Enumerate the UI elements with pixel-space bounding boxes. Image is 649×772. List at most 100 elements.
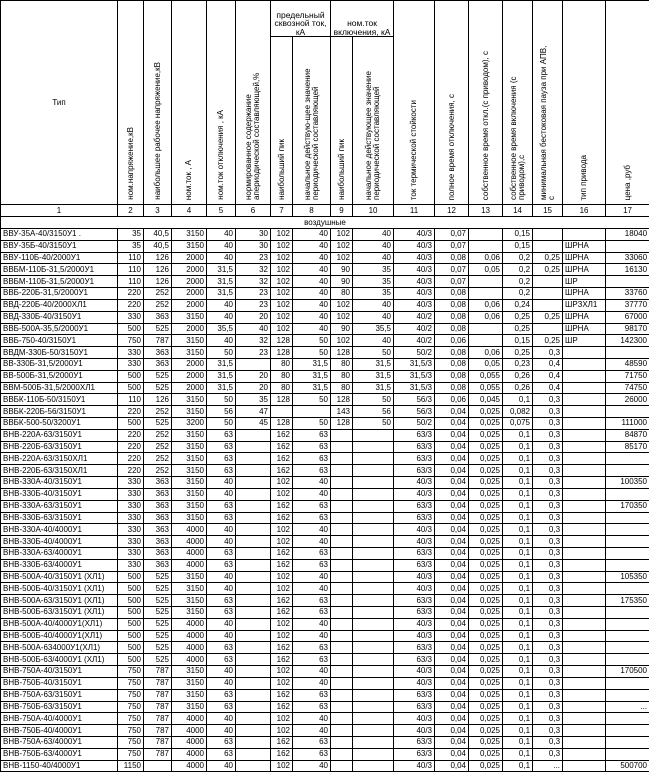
cell: 63 [207, 595, 236, 607]
column-number: 17 [606, 205, 649, 217]
cell: 143 [331, 406, 353, 418]
cell: 80 [271, 370, 293, 382]
cell: 63 [293, 607, 331, 619]
cell: 63/3 [394, 500, 435, 512]
cell: 45 [236, 418, 271, 430]
column-header: начальное действующее значение периодиче… [353, 37, 394, 205]
cell: 40/3 [394, 524, 435, 536]
cell [331, 583, 353, 595]
cell: 0,3 [533, 429, 563, 441]
cell: 0,26 [503, 370, 533, 382]
cell: 40/3 [394, 571, 435, 583]
cell [533, 288, 563, 300]
cell: 0,1 [503, 666, 533, 678]
cell: 50 [353, 418, 394, 430]
cell: 63 [207, 441, 236, 453]
cell [563, 571, 606, 583]
cell: 20 [236, 382, 271, 394]
cell: 0,07 [435, 264, 469, 276]
cell: 0,08 [435, 358, 469, 370]
cell: 0,1 [503, 547, 533, 559]
cell: 63 [207, 654, 236, 666]
cell [563, 441, 606, 453]
cell [236, 725, 271, 737]
cell [563, 465, 606, 477]
cell: 0,25 [533, 311, 563, 323]
cell: 102 [271, 630, 293, 642]
cell: 3150 [172, 477, 207, 489]
cell: 3150 [172, 465, 207, 477]
cell: 0,04 [435, 607, 469, 619]
cell: ВНВ-750А-63/3150У1 [1, 689, 118, 701]
cell: 102 [271, 618, 293, 630]
cell: 102 [271, 252, 293, 264]
cell: 363 [144, 536, 172, 548]
cell: 0,3 [533, 465, 563, 477]
cell: 50 [293, 347, 331, 359]
cell: 3150 [172, 666, 207, 678]
cell [331, 465, 353, 477]
cell: 787 [144, 713, 172, 725]
cell: 0,3 [533, 571, 563, 583]
cell: 3150 [172, 500, 207, 512]
column-number: 8 [293, 205, 331, 217]
column-number: 5 [207, 205, 236, 217]
cell: 40,5 [144, 229, 172, 241]
cell [331, 642, 353, 654]
cell: 31,5 [353, 358, 394, 370]
column-header-text: ток термической стойкости [410, 100, 418, 200]
cell: 40 [207, 583, 236, 595]
cell: 40/3 [394, 618, 435, 630]
cell [563, 630, 606, 642]
cell: 252 [144, 299, 172, 311]
cell: 3200 [172, 418, 207, 430]
cell [236, 453, 271, 465]
cell: 35,5 [353, 323, 394, 335]
cell: 102 [271, 677, 293, 689]
cell [353, 713, 394, 725]
cell: 63/3 [394, 748, 435, 760]
cell [563, 666, 606, 678]
cell [563, 406, 606, 418]
cell: 40/2 [394, 335, 435, 347]
cell: 90 [331, 264, 353, 276]
cell: 220 [118, 288, 144, 300]
cell: 0,04 [435, 701, 469, 713]
cell: 63/3 [394, 654, 435, 666]
cell: 3150 [172, 240, 207, 252]
cell [353, 736, 394, 748]
cell: 0,25 [503, 311, 533, 323]
cell: 35 [118, 240, 144, 252]
cell: 0,08 [435, 323, 469, 335]
cell: 0,025 [469, 725, 503, 737]
cell: 3150 [172, 229, 207, 241]
cell: 63 [293, 453, 331, 465]
cell: 500 [118, 607, 144, 619]
cell: 4000 [172, 559, 207, 571]
column-number: 4 [172, 205, 207, 217]
cell [563, 595, 606, 607]
cell: 0,07 [435, 229, 469, 241]
cell [236, 607, 271, 619]
cell: 0,025 [469, 618, 503, 630]
cell: 0,06 [435, 394, 469, 406]
cell: 3150 [172, 595, 207, 607]
cell [563, 418, 606, 430]
cell: 0,04 [435, 547, 469, 559]
cell: 40 [293, 264, 331, 276]
cell: 40 [207, 252, 236, 264]
cell: 63/3 [394, 607, 435, 619]
cell: 0,3 [533, 630, 563, 642]
cell: 0,04 [435, 748, 469, 760]
cell: 500 [118, 418, 144, 430]
cell [563, 512, 606, 524]
cell: 40 [293, 240, 331, 252]
cell: ВНВ-220Б-63/3150ХЛ1 [1, 465, 118, 477]
cell: 0,04 [435, 760, 469, 772]
cell: 330 [118, 477, 144, 489]
cell: 26000 [606, 394, 649, 406]
